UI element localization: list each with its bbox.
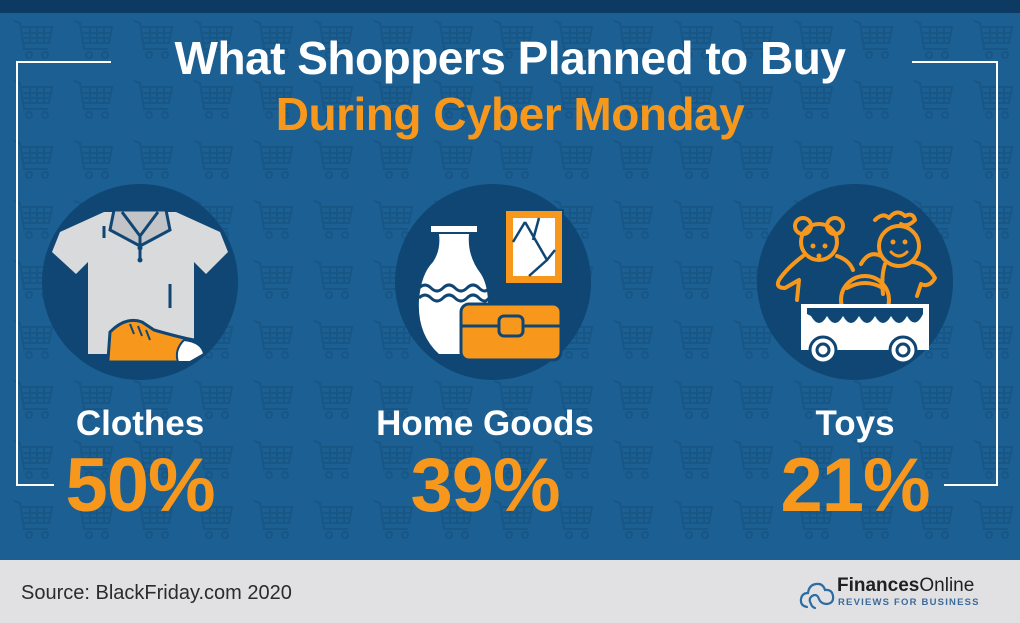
footer: Source: BlackFriday.com 2020 FinancesOnl… <box>0 560 1020 623</box>
clothes-icon-circle <box>42 184 238 380</box>
cloud-icon <box>799 582 835 610</box>
category-label-toys: Toys <box>815 404 895 443</box>
frame-top-right <box>912 61 998 63</box>
financesonline-logo[interactable]: FinancesOnline REVIEWS FOR BUSINESS <box>799 573 1009 613</box>
title-line-2: During Cyber Monday <box>275 88 745 140</box>
shirt-and-shoe-icon <box>52 208 228 364</box>
category-value-home-goods: 39% <box>410 443 560 528</box>
toys-icon-circle <box>757 184 953 380</box>
home-goods-icon-circle <box>395 184 591 380</box>
category-label-home-goods: Home Goods <box>376 404 594 443</box>
frame-right <box>996 61 998 486</box>
logo-tagline: REVIEWS FOR BUSINESS <box>838 597 980 608</box>
frame-bottom-left <box>16 484 54 486</box>
top-band <box>0 0 1020 13</box>
logo-name: FinancesOnline <box>837 575 975 596</box>
frame-left <box>16 61 18 486</box>
toy-wagon-icon <box>775 210 937 365</box>
category-label-clothes: Clothes <box>75 404 205 443</box>
category-value-clothes: 50% <box>65 443 215 528</box>
title-line-1: What Shoppers Planned to Buy <box>174 32 846 84</box>
source-text: Source: BlackFriday.com 2020 <box>21 582 292 604</box>
vase-frame-box-icon <box>417 209 564 362</box>
frame-top-left <box>17 61 111 63</box>
frame-bottom-right <box>944 484 998 486</box>
category-value-toys: 21% <box>780 443 930 528</box>
